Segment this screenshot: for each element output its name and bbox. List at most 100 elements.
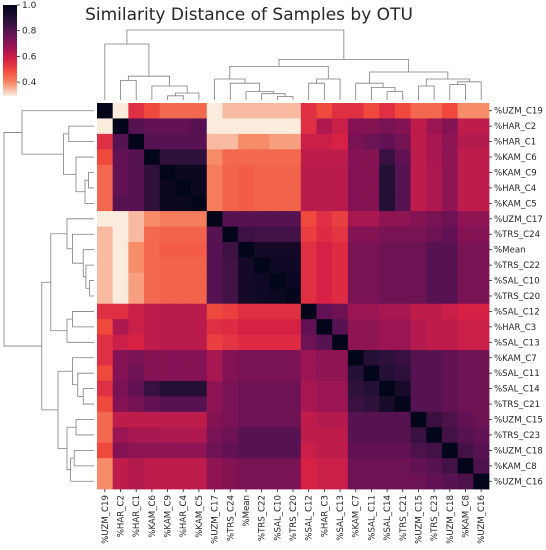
heatmap-cell <box>379 272 396 289</box>
heatmap-cell <box>316 319 333 335</box>
heatmap-cell <box>332 473 349 490</box>
heatmap-cell <box>347 303 364 320</box>
heatmap-cell <box>128 365 145 382</box>
heatmap-cell <box>379 211 396 227</box>
row-tick-label: %HAR_C3 <box>494 323 536 333</box>
heatmap-cell <box>332 365 349 382</box>
heatmap-cell <box>473 319 490 335</box>
heatmap-cell <box>97 427 114 444</box>
heatmap-cell <box>300 118 317 135</box>
heatmap-cell <box>410 272 427 289</box>
heatmap-cell <box>410 303 427 320</box>
heatmap-cell <box>159 180 176 197</box>
heatmap-cell <box>332 380 349 397</box>
heatmap-cell <box>426 133 443 150</box>
heatmap-cell <box>316 257 333 274</box>
heatmap-cell <box>175 334 192 351</box>
heatmap-cell <box>457 411 474 428</box>
heatmap-cell <box>159 334 176 351</box>
row-tick-label: %SAL_C12 <box>494 307 540 317</box>
heatmap-cell <box>300 442 317 459</box>
heatmap-cell <box>144 164 161 181</box>
heatmap-cell <box>97 334 114 351</box>
heatmap-cell <box>441 164 459 181</box>
heatmap-cell <box>206 180 223 197</box>
heatmap-cell <box>112 241 129 258</box>
heatmap-cell <box>191 226 208 243</box>
heatmap-cell <box>379 319 396 335</box>
heatmap-cell <box>285 442 302 459</box>
heatmap-cell <box>128 133 145 150</box>
heatmap-cell <box>379 195 396 212</box>
heatmap-cell <box>316 272 333 289</box>
column-tick-label: %UZM_C17 <box>211 495 221 544</box>
heatmap-cell <box>379 334 396 351</box>
heatmap-cell <box>159 411 176 428</box>
heatmap-cell <box>269 118 286 135</box>
heatmap-cell <box>97 272 114 289</box>
heatmap-cell <box>332 303 349 320</box>
heatmap-cell <box>473 133 490 150</box>
heatmap-cell <box>300 226 317 243</box>
heatmap-cell <box>300 319 317 335</box>
row-dendrogram-link <box>72 357 94 386</box>
heatmap-cell <box>379 365 396 382</box>
heatmap-cell <box>222 458 239 474</box>
heatmap-cell <box>473 473 490 490</box>
heatmap-cell <box>300 365 317 382</box>
heatmap-cell <box>128 319 145 335</box>
heatmap-cell <box>144 442 161 459</box>
heatmap-cell <box>426 288 443 305</box>
heatmap-cell <box>128 458 145 474</box>
heatmap-cell <box>457 272 474 289</box>
column-dendrogram-link <box>214 78 246 100</box>
heatmap-cell <box>159 442 176 459</box>
heatmap-cell <box>238 473 255 490</box>
row-dendrogram-link <box>21 110 94 155</box>
heatmap-cell <box>426 103 443 119</box>
heatmap-cell <box>410 350 427 366</box>
heatmap-cell <box>394 303 411 320</box>
heatmap-cell <box>473 103 490 119</box>
heatmap-cell <box>316 164 333 181</box>
heatmap-cell <box>175 195 192 212</box>
colorbar-segment <box>3 50 17 53</box>
heatmap-cell <box>97 365 114 382</box>
heatmap-cell <box>316 458 333 474</box>
heatmap-cell <box>316 350 333 366</box>
heatmap-cell <box>144 288 161 305</box>
heatmap-cell <box>285 411 302 428</box>
heatmap-cell <box>363 380 380 397</box>
heatmap-cell <box>144 195 161 212</box>
colorbar-segment <box>3 62 17 65</box>
heatmap-cell <box>238 442 255 459</box>
heatmap-cell <box>222 411 239 428</box>
column-tick-label: %TRS_C21 <box>399 495 409 541</box>
heatmap-cell <box>269 473 286 490</box>
heatmap-cell <box>300 195 317 212</box>
heatmap-cell <box>285 272 302 289</box>
row-dendrogram-link <box>85 264 94 289</box>
heatmap-cell <box>457 211 474 227</box>
heatmap-cell <box>128 442 145 459</box>
heatmap-cell <box>410 241 427 258</box>
heatmap-cell <box>363 133 380 150</box>
heatmap-cell <box>316 226 333 243</box>
colorbar-segment <box>3 9 17 12</box>
colorbar-segment <box>3 81 17 84</box>
heatmap-cell <box>316 211 333 227</box>
heatmap-cell <box>410 257 427 274</box>
heatmap-cell <box>441 334 459 351</box>
heatmap-cell <box>285 133 302 150</box>
heatmap-cell <box>426 303 443 320</box>
column-tick-label: %UZM_C18 <box>446 495 456 544</box>
heatmap-cell <box>175 118 192 135</box>
row-dendrogram-link <box>88 172 94 189</box>
heatmap-cell <box>363 411 380 428</box>
heatmap-cell <box>238 149 255 166</box>
heatmap-cell <box>426 180 443 197</box>
colorbar-tick-label: 0.8 <box>22 27 37 37</box>
heatmap-cell <box>191 257 208 274</box>
heatmap-cell <box>300 350 317 366</box>
row-tick-label: %SAL_C11 <box>494 369 540 379</box>
